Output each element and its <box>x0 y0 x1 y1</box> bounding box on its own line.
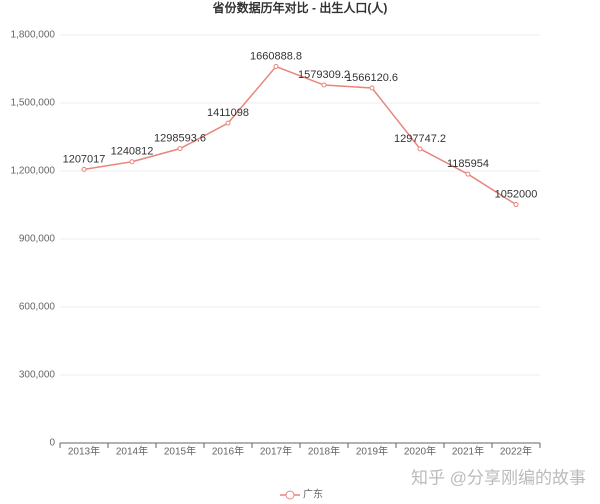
y-tick-label: 1,800,000 <box>11 30 56 41</box>
value-label: 1566120.6 <box>346 72 398 84</box>
y-tick-label: 300,000 <box>19 370 56 381</box>
point <box>465 171 471 177</box>
x-tick-label: 2022年 <box>500 445 532 458</box>
x-tick-label: 2019年 <box>356 445 388 458</box>
point <box>417 146 423 152</box>
value-label: 1185954 <box>447 158 489 170</box>
value-label: 1660888.8 <box>250 50 302 62</box>
value-label: 1579309.2 <box>298 69 350 81</box>
x-tick-label: 2015年 <box>164 445 196 458</box>
value-label: 1240812 <box>111 146 154 158</box>
y-tick-label: 1,200,000 <box>11 166 56 177</box>
x-tick-label: 2014年 <box>116 445 148 458</box>
point <box>225 120 231 126</box>
point <box>177 146 183 152</box>
x-tick-label: 2013年 <box>68 445 100 458</box>
value-label: 1052000 <box>495 188 538 200</box>
legend-marker <box>285 490 295 500</box>
y-tick-label: 1,500,000 <box>11 98 56 109</box>
x-tick-label: 2020年 <box>404 445 436 458</box>
x-tick-label: 2016年 <box>212 445 244 458</box>
chart-title: 省份数据历年对比 - 出生人口(人) <box>212 0 388 15</box>
point <box>369 85 375 91</box>
point <box>81 166 87 172</box>
y-tick-label: 0 <box>49 438 55 449</box>
value-label: 1411098 <box>207 107 249 119</box>
x-tick-label: 2018年 <box>308 445 340 458</box>
watermark: 知乎 @分享刚编的故事 <box>411 468 586 487</box>
line <box>83 65 517 206</box>
point <box>321 82 327 88</box>
y-tick-label: 900,000 <box>19 234 56 245</box>
point <box>513 202 519 208</box>
legend-label: 广东 <box>303 488 323 501</box>
y-tick-label: 600,000 <box>19 302 56 313</box>
value-label: 1297747.2 <box>394 133 446 145</box>
point <box>273 64 279 70</box>
value-label: 1298593.6 <box>154 133 206 145</box>
point <box>129 159 135 165</box>
x-tick-label: 2021年 <box>452 445 484 458</box>
value-label: 1207017 <box>63 153 106 165</box>
x-tick-label: 2017年 <box>260 445 292 458</box>
